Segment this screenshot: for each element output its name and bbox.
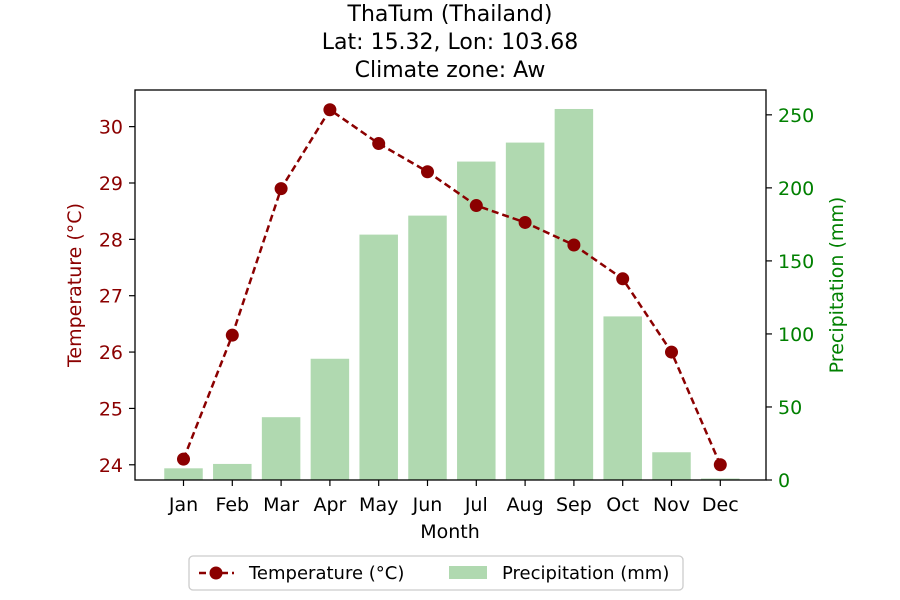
temperature-point-sep [567, 238, 581, 252]
right-y-tick-label-200: 200 [778, 178, 814, 200]
temperature-line [177, 103, 727, 472]
left-y-tick-label-24: 24 [99, 455, 123, 477]
x-tick-label-may: May [359, 494, 398, 516]
x-tick-label-jul: Jul [464, 494, 488, 516]
plot-frame [134, 89, 767, 481]
precipitation-bars [164, 108, 740, 480]
temperature-point-dec [713, 458, 727, 472]
precipitation-bar-may [359, 234, 398, 480]
x-tick-label-sep: Sep [556, 494, 592, 516]
x-tick-label-oct: Oct [606, 494, 639, 516]
legend-precipitation-label: Precipitation (mm) [502, 563, 669, 584]
precipitation-bar-jul [457, 161, 496, 480]
right-y-tick-label-50: 50 [778, 397, 802, 419]
right-y-axis: 0 50 100 150 200 250 [766, 105, 814, 492]
left-y-axis: 24 25 26 27 28 29 30 [99, 117, 135, 477]
right-y-axis-label: Precipitation (mm) [826, 197, 848, 374]
left-y-axis-label: Temperature (°C) [64, 203, 86, 368]
x-tick-label-dec: Dec [702, 494, 739, 516]
x-tick-label-feb: Feb [215, 494, 249, 516]
x-tick-label-jun: Jun [412, 494, 443, 516]
temperature-point-jan [177, 452, 190, 466]
precipitation-bar-apr [310, 358, 350, 480]
precipitation-bar-sep [554, 108, 594, 480]
x-axis-label: Month [420, 521, 480, 543]
legend-temperature-label: Temperature (°C) [248, 563, 404, 584]
left-y-tick-label-28: 28 [99, 229, 123, 251]
precipitation-bar-jan [164, 468, 203, 480]
right-y-tick-label-150: 150 [778, 251, 814, 273]
temperature-point-mar [274, 182, 288, 196]
x-axis: Jan Feb Mar Apr May Jun Jul Aug Sep Oct Nov Dec [168, 480, 739, 516]
legend-frame [188, 555, 684, 591]
temperature-point-may [372, 137, 386, 151]
x-tick-label-jan: Jan [168, 494, 198, 516]
x-tick-label-apr: Apr [313, 494, 346, 516]
x-tick-label-aug: Aug [507, 494, 544, 516]
temperature-point-feb [225, 328, 239, 342]
left-y-tick-label-25: 25 [99, 398, 123, 420]
title-line-3: Climate zone: Aw [355, 58, 546, 83]
x-tick-label-mar: Mar [263, 494, 299, 516]
precipitation-bar-nov [652, 452, 691, 480]
temperature-point-jun [421, 165, 434, 179]
title-line-2: Lat: 15.32, Lon: 103.68 [322, 30, 578, 55]
left-y-tick-label-30: 30 [99, 117, 123, 139]
left-y-tick-label-26: 26 [99, 342, 123, 364]
temperature-point-aug [518, 215, 532, 229]
precipitation-bar-dec [701, 478, 740, 480]
title-line-1: ThaTum (Thailand) [347, 2, 553, 27]
x-tick-label-nov: Nov [653, 494, 690, 516]
right-y-tick-label-0: 0 [778, 470, 790, 492]
precipitation-bar-mar [261, 417, 301, 480]
legend-temperature-swatch-marker [209, 566, 223, 580]
temperature-point-jul [469, 199, 483, 213]
legend: Temperature (°C) Precipitation (mm) [188, 555, 684, 591]
temperature-point-apr [323, 103, 337, 117]
left-y-tick-label-27: 27 [99, 286, 123, 308]
precipitation-bar-jun [408, 215, 447, 480]
right-y-tick-label-100: 100 [778, 324, 814, 346]
right-y-tick-label-250: 250 [778, 105, 814, 127]
precipitation-bar-oct [603, 316, 642, 480]
left-y-tick-label-29: 29 [99, 173, 123, 195]
chart-title: ThaTum (Thailand) Lat: 15.32, Lon: 103.6… [322, 2, 578, 83]
legend-precipitation-swatch [449, 566, 487, 579]
precipitation-bar-feb [213, 463, 252, 480]
temperature-point-nov [665, 345, 678, 359]
precipitation-bar-aug [505, 142, 545, 480]
temperature-point-oct [616, 272, 630, 286]
